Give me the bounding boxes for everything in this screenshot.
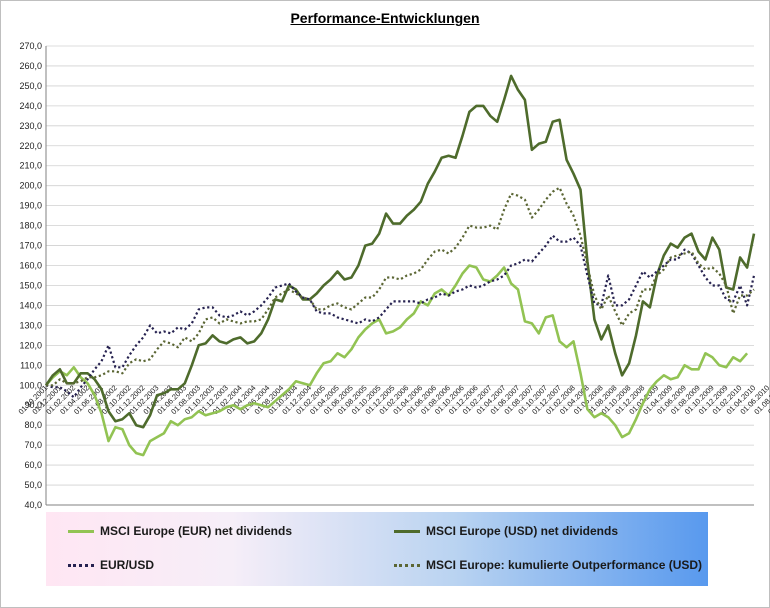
chart-series bbox=[44, 74, 756, 457]
y-tick-label: 110,0 bbox=[20, 360, 42, 370]
series-line-0 bbox=[45, 264, 749, 457]
y-tick-label: 210,0 bbox=[19, 161, 42, 171]
series-line-3 bbox=[46, 186, 755, 387]
series-line-2 bbox=[45, 234, 756, 399]
legend-swatch-eurusd bbox=[68, 563, 94, 567]
legend-item-outperformance: MSCI Europe: kumulierte Outperformance (… bbox=[394, 558, 702, 572]
x-axis-ticks: 01.10.200101.12.200101.02.200201.04.2002… bbox=[17, 383, 770, 416]
series-line-1 bbox=[44, 74, 756, 429]
chart-legend: MSCI Europe (EUR) net dividends MSCI Eur… bbox=[46, 512, 708, 586]
y-axis-ticks: 40,0 50,0 60,0 70,0 80,0 90,0 100,0 110,0 120,0 1… bbox=[19, 41, 42, 510]
legend-item-eur: MSCI Europe (EUR) net dividends bbox=[68, 524, 292, 538]
legend-label-outperformance: MSCI Europe: kumulierte Outperformance (… bbox=[426, 558, 703, 572]
legend-item-eurusd: EUR/USD bbox=[68, 558, 154, 572]
legend-label-usd: MSCI Europe (USD) net dividends bbox=[426, 524, 619, 538]
y-tick-label: 90,0 bbox=[24, 400, 42, 410]
y-tick-label: 160,0 bbox=[19, 261, 42, 271]
y-tick-label: 250,0 bbox=[19, 81, 42, 91]
y-tick-label: 150,0 bbox=[19, 280, 42, 290]
y-tick-label: 50,0 bbox=[24, 480, 42, 490]
y-tick-label: 270,0 bbox=[19, 41, 42, 51]
y-tick-label: 260,0 bbox=[19, 61, 42, 71]
y-tick-label: 230,0 bbox=[19, 121, 42, 131]
y-tick-label: 170,0 bbox=[19, 241, 42, 251]
y-tick-label: 200,0 bbox=[19, 181, 42, 191]
legend-swatch-eur bbox=[68, 529, 94, 533]
y-tick-label: 220,0 bbox=[19, 141, 42, 151]
legend-label-eur: MSCI Europe (EUR) net dividends bbox=[100, 524, 293, 538]
legend-item-usd: MSCI Europe (USD) net dividends bbox=[394, 524, 618, 538]
y-tick-label: 180,0 bbox=[19, 221, 42, 231]
y-tick-label: 100,0 bbox=[19, 380, 42, 390]
y-tick-label: 80,0 bbox=[24, 420, 42, 430]
legend-label-eurusd: EUR/USD bbox=[100, 558, 155, 572]
y-tick-label: 60,0 bbox=[24, 460, 42, 470]
y-tick-label: 190,0 bbox=[19, 201, 42, 211]
chart-title: Performance-Entwicklungen bbox=[290, 10, 480, 26]
y-tick-label: 70,0 bbox=[24, 440, 42, 450]
chart-grid bbox=[45, 45, 754, 506]
y-tick-label: 40,0 bbox=[24, 500, 42, 510]
y-tick-label: 130,0 bbox=[19, 320, 42, 330]
y-tick-label: 140,0 bbox=[19, 300, 42, 310]
y-tick-label: 240,0 bbox=[19, 101, 42, 111]
legend-swatch-outperformance bbox=[394, 563, 420, 567]
y-tick-label: 120,0 bbox=[19, 340, 42, 350]
legend-swatch-usd bbox=[394, 529, 420, 533]
